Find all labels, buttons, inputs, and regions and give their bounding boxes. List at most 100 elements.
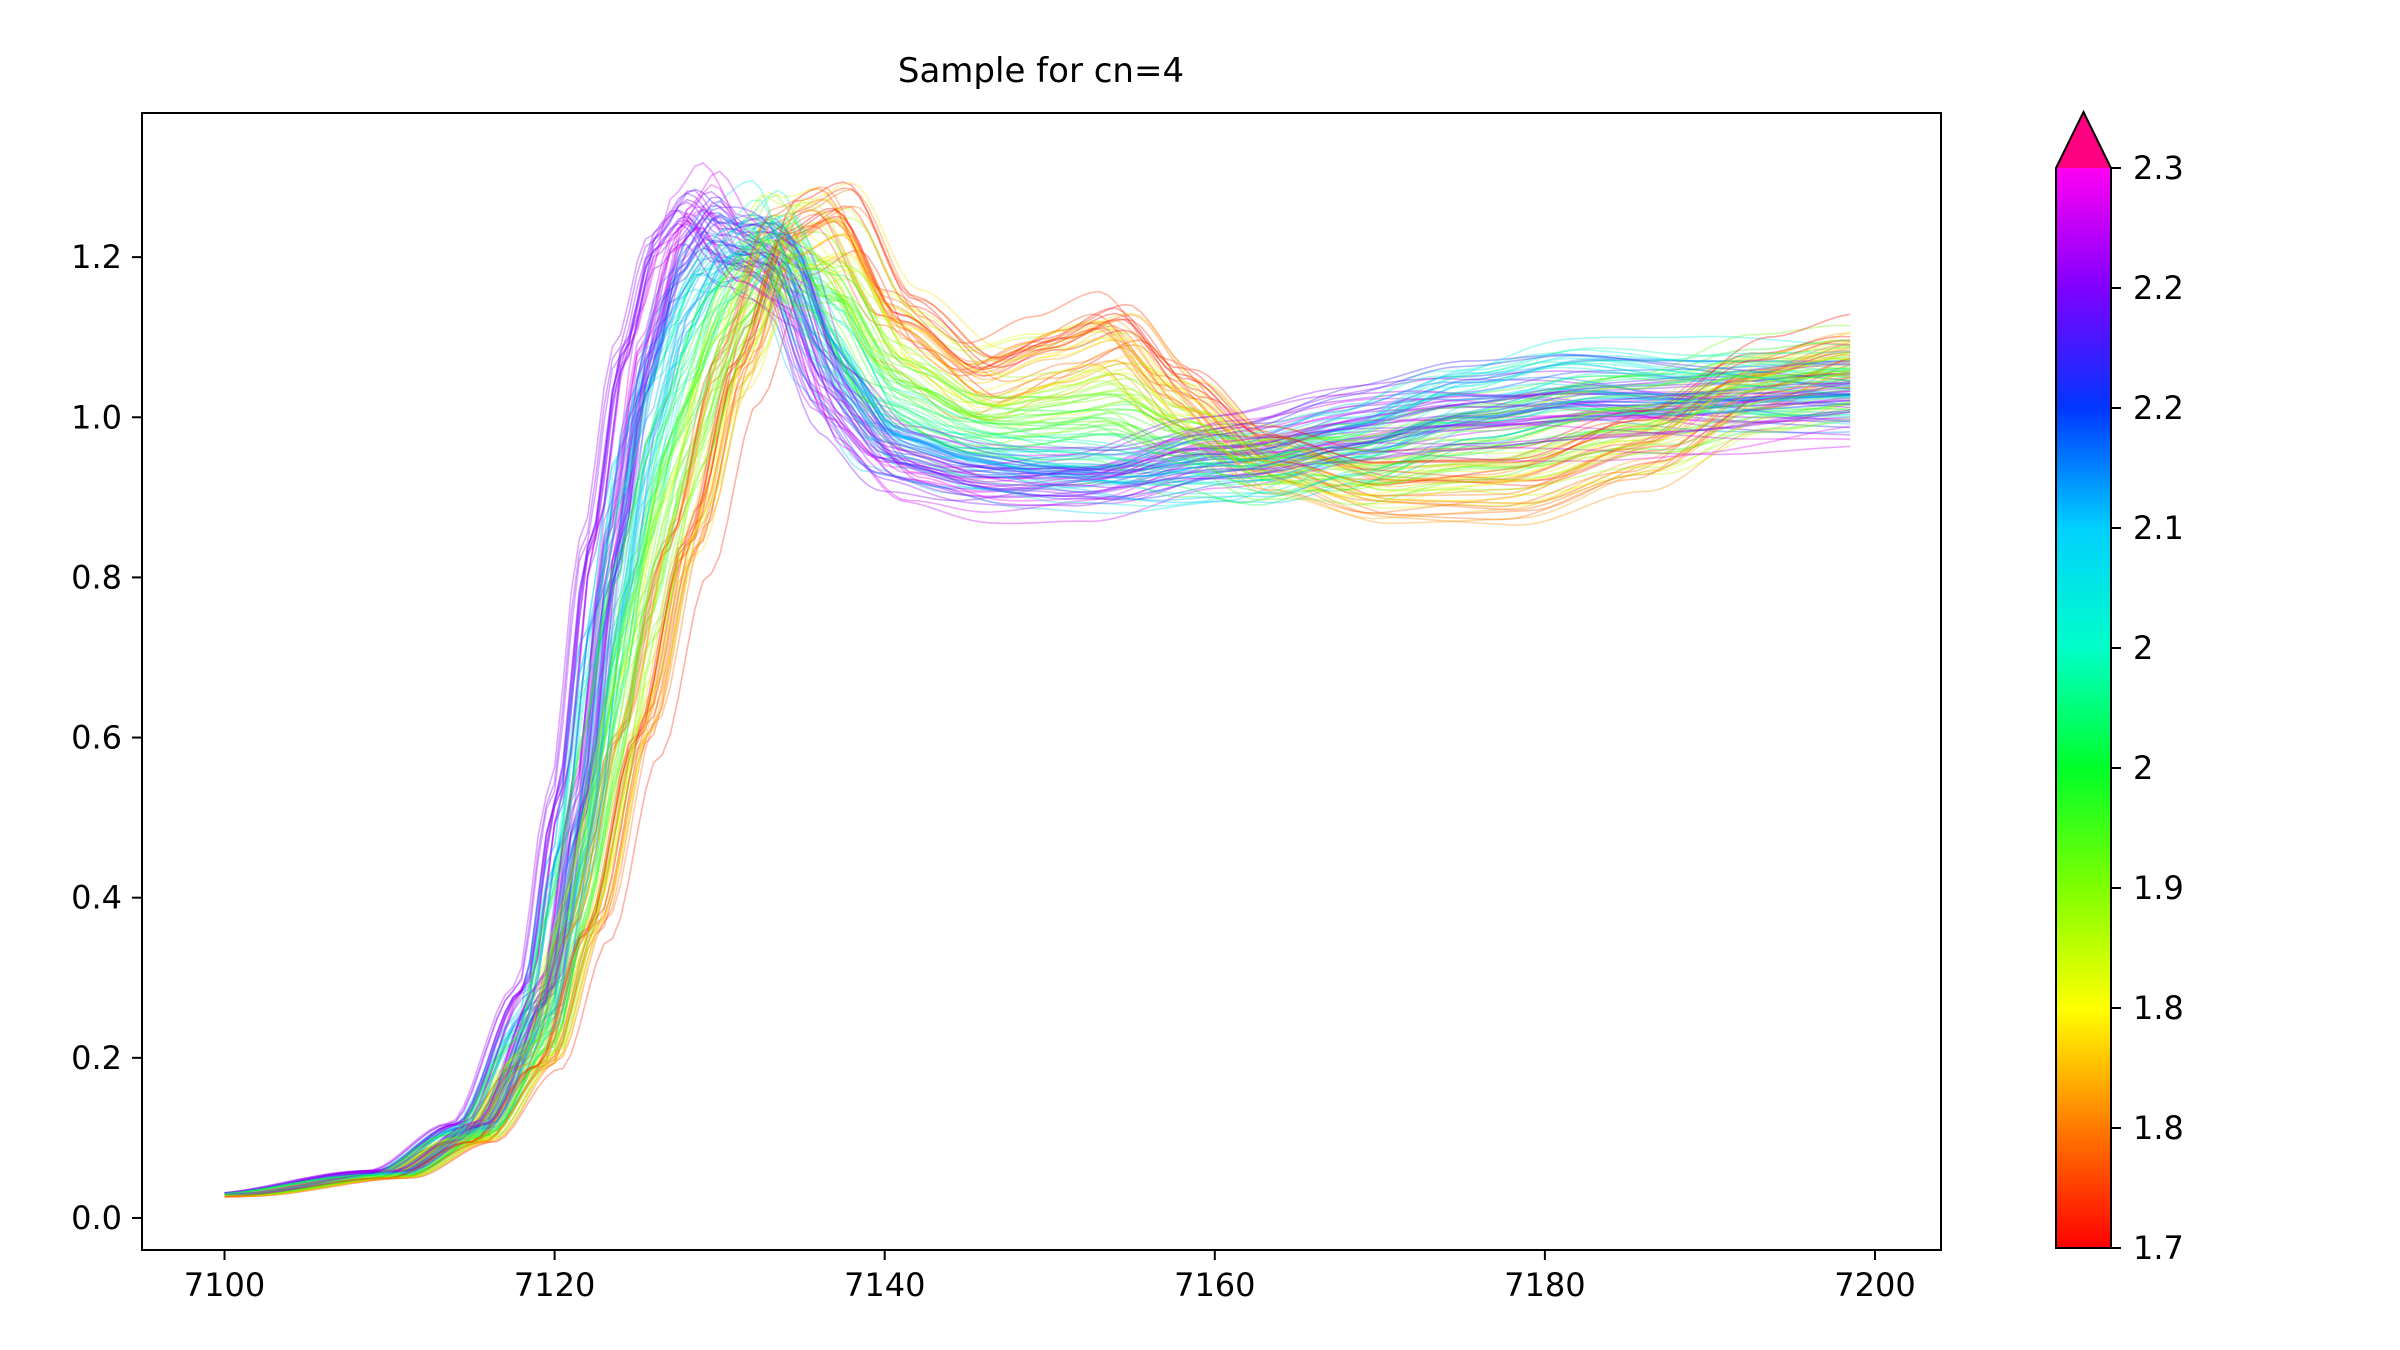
series-line bbox=[224, 187, 1851, 1197]
series-line bbox=[224, 254, 1851, 1196]
y-tick-label: 1.2 bbox=[71, 238, 122, 276]
series-line bbox=[224, 264, 1851, 1196]
series-line bbox=[224, 205, 1851, 1198]
series-lines bbox=[224, 162, 1851, 1198]
series-line bbox=[224, 204, 1851, 1195]
series-line bbox=[224, 205, 1851, 1195]
series-line bbox=[224, 209, 1851, 1194]
series-line bbox=[224, 223, 1851, 1195]
series-line bbox=[224, 236, 1851, 1195]
series-line bbox=[224, 242, 1851, 1197]
series-line bbox=[224, 209, 1851, 1194]
x-axis: 7100 7120 7140 7160 7180 7200 bbox=[184, 1250, 1916, 1304]
series-line bbox=[224, 192, 1851, 1195]
x-tick-label: 7180 bbox=[1504, 1266, 1585, 1304]
series-line bbox=[224, 219, 1851, 1195]
series-line bbox=[224, 222, 1851, 1196]
series-line bbox=[224, 220, 1851, 1198]
series-line bbox=[224, 222, 1851, 1195]
series-line bbox=[224, 239, 1851, 1196]
y-tick-label: 1.0 bbox=[71, 398, 122, 436]
series-line bbox=[224, 245, 1851, 1195]
series-line bbox=[224, 253, 1851, 1195]
series-line bbox=[224, 205, 1851, 1198]
series-line bbox=[224, 265, 1851, 1195]
x-tick-label: 7160 bbox=[1174, 1266, 1255, 1304]
series-line bbox=[224, 232, 1851, 1195]
series-line bbox=[224, 239, 1851, 1195]
colorbar-tick-label: 1.8 bbox=[2133, 1109, 2184, 1147]
series-line bbox=[224, 189, 1851, 1195]
x-tick-label: 7120 bbox=[514, 1266, 595, 1304]
series-line bbox=[224, 277, 1851, 1197]
series-line bbox=[224, 243, 1851, 1195]
series-line bbox=[224, 262, 1851, 1196]
colorbar-tick-label: 2 bbox=[2133, 629, 2153, 667]
series-line bbox=[224, 275, 1851, 1194]
colorbar-outline bbox=[2055, 109, 2112, 1249]
series-line bbox=[224, 208, 1851, 1195]
series-line bbox=[224, 212, 1851, 1195]
series-line bbox=[224, 234, 1851, 1195]
series-line bbox=[224, 220, 1851, 1196]
series-line bbox=[224, 213, 1851, 1195]
series-line bbox=[224, 279, 1851, 1196]
series-line bbox=[224, 162, 1851, 1195]
series-line bbox=[224, 204, 1851, 1197]
series-line bbox=[224, 199, 1851, 1197]
colorbar-tick-label: 1.9 bbox=[2133, 869, 2184, 907]
series-line bbox=[224, 232, 1851, 1195]
series-line bbox=[224, 234, 1851, 1198]
series-line bbox=[224, 252, 1851, 1197]
series-line bbox=[224, 273, 1851, 1196]
colorbar-gradient bbox=[2056, 168, 2111, 1248]
series-line bbox=[224, 233, 1851, 1196]
series-line bbox=[224, 206, 1851, 1195]
series-line bbox=[224, 223, 1851, 1195]
series-line bbox=[224, 233, 1851, 1195]
series-line bbox=[224, 213, 1851, 1197]
series-line bbox=[224, 239, 1851, 1195]
series-line bbox=[224, 254, 1851, 1195]
series-line bbox=[224, 236, 1851, 1196]
x-tick-label: 7140 bbox=[844, 1266, 925, 1304]
series-line bbox=[224, 209, 1851, 1198]
colorbar-tick-label: 2.3 bbox=[2133, 149, 2184, 187]
series-line bbox=[224, 201, 1851, 1195]
series-line bbox=[224, 208, 1851, 1195]
series-line bbox=[224, 249, 1851, 1198]
series-line bbox=[224, 218, 1851, 1195]
series-line bbox=[224, 194, 1851, 1196]
series-line bbox=[224, 263, 1851, 1195]
y-axis: 0.0 0.2 0.4 0.6 0.8 1.0 1.2 bbox=[71, 238, 142, 1237]
x-tick-label: 7100 bbox=[184, 1266, 265, 1304]
series-line bbox=[224, 217, 1851, 1196]
series-line bbox=[224, 215, 1851, 1198]
series-line bbox=[224, 179, 1851, 1195]
colorbar-tick-label: 2 bbox=[2133, 749, 2153, 787]
series-line bbox=[224, 221, 1851, 1196]
colorbar-tick-label: 1.7 bbox=[2133, 1229, 2184, 1267]
colorbar-tick-label: 2.2 bbox=[2133, 389, 2184, 427]
series-line bbox=[224, 215, 1851, 1195]
series-line bbox=[224, 239, 1851, 1195]
series-line bbox=[224, 233, 1851, 1198]
series-line bbox=[224, 198, 1851, 1197]
series-line bbox=[224, 279, 1851, 1197]
series-line bbox=[224, 255, 1851, 1197]
y-tick-label: 0.4 bbox=[71, 879, 122, 917]
series-line bbox=[224, 226, 1851, 1195]
series-line bbox=[224, 188, 1851, 1198]
series-line bbox=[224, 198, 1851, 1197]
series-line bbox=[224, 221, 1851, 1197]
series-line bbox=[224, 220, 1851, 1198]
series-line bbox=[224, 254, 1851, 1195]
series-line bbox=[224, 242, 1851, 1195]
series-line bbox=[224, 218, 1851, 1198]
series-line bbox=[224, 181, 1851, 1197]
y-tick-label: 0.8 bbox=[71, 558, 122, 596]
series-line bbox=[224, 170, 1851, 1195]
series-line bbox=[224, 234, 1851, 1195]
y-tick-label: 0.2 bbox=[71, 1039, 122, 1077]
